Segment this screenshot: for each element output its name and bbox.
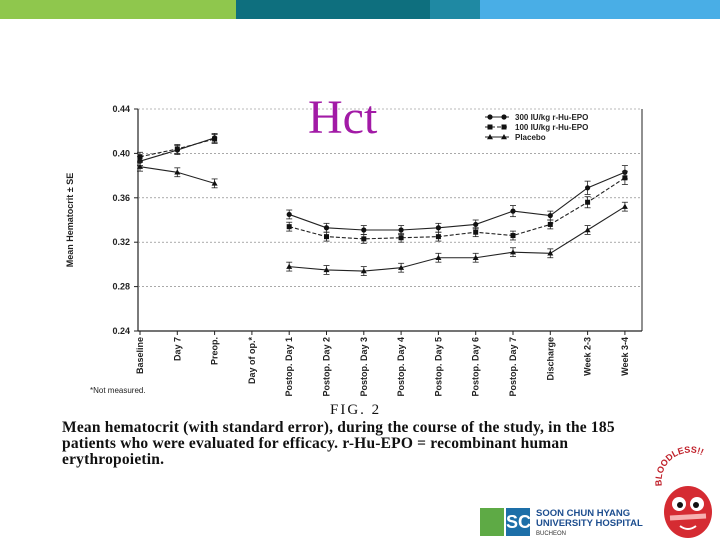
top-bar-segment-4	[480, 0, 720, 19]
caption-text: Mean hematocrit (with standard error), d…	[62, 419, 615, 468]
legend-marker-3	[487, 134, 493, 140]
y-axis-label: Mean Hematocrit ± SE	[65, 173, 75, 267]
x-tick-label: Day of op.*	[247, 337, 257, 385]
mascot-text: BLOODLESS!!	[653, 446, 705, 487]
data-point	[286, 211, 292, 218]
top-bar-segment-3	[430, 0, 480, 19]
hospital-logo: SCH SOON CHUN HYANG UNIVERSITY HOSPITAL …	[480, 508, 685, 539]
logo-line-1: SOON CHUN HYANG	[536, 508, 631, 519]
data-point	[398, 235, 404, 241]
series-line-1	[289, 171, 626, 231]
data-point	[435, 254, 442, 260]
x-tick-label: Postop. Day 4	[396, 337, 406, 397]
chart-footnote: *Not measured.	[90, 386, 146, 395]
data-point	[621, 203, 628, 209]
x-tick-label: Postop. Day 6	[471, 337, 481, 397]
data-point	[547, 250, 554, 256]
data-point	[137, 163, 143, 169]
bloodless-mascot-icon: BLOODLESS!!	[653, 446, 712, 538]
data-point	[510, 233, 516, 239]
x-tick-label: Postop. Day 2	[322, 337, 332, 397]
data-point	[585, 199, 591, 205]
y-tick-label: 0.28	[112, 282, 130, 292]
legend-marker-3	[501, 134, 507, 140]
figure-caption: Mean hematocrit (with standard error), d…	[62, 420, 652, 468]
data-point	[361, 227, 367, 233]
y-tick-label: 0.24	[112, 326, 130, 336]
data-point	[547, 212, 553, 219]
figure-label: FIG. 2	[330, 402, 382, 418]
data-point	[137, 154, 143, 160]
data-point	[510, 208, 516, 214]
legend-marker-2	[487, 124, 493, 130]
y-tick-label: 0.32	[112, 237, 130, 247]
logo-line-2: UNIVERSITY HOSPITAL	[536, 518, 643, 529]
legend-marker-1	[487, 114, 493, 120]
data-point	[360, 268, 367, 274]
data-point	[473, 221, 479, 228]
data-point	[510, 249, 516, 255]
data-point	[473, 229, 479, 235]
x-tick-label: Week 2-3	[583, 337, 593, 376]
data-point	[174, 169, 181, 175]
data-point	[286, 263, 293, 269]
x-tick-label: Day 7	[172, 337, 182, 361]
top-color-bar	[0, 0, 720, 19]
legend-entry-2: 100 IU/kg r-Hu-EPO	[515, 123, 588, 132]
y-tick-label: 0.40	[112, 148, 130, 158]
legend-marker-1	[501, 114, 507, 120]
svg-text:BLOODLESS!!: BLOODLESS!!	[653, 446, 705, 487]
data-point	[584, 226, 591, 233]
x-tick-label: Postop. Day 3	[359, 337, 369, 397]
top-bar-segment-2	[236, 0, 430, 19]
data-point	[435, 234, 441, 240]
slide-title: Hct	[308, 91, 378, 144]
logo-text: SOON CHUN HYANG UNIVERSITY HOSPITAL BUCH…	[536, 509, 643, 539]
data-point	[324, 234, 329, 240]
data-point	[323, 225, 330, 231]
logo-line-3: BUCHEON	[536, 531, 567, 537]
data-point	[398, 227, 404, 233]
data-point	[435, 225, 441, 231]
x-tick-label: Preop.	[210, 337, 220, 365]
top-bar-segment-1	[0, 0, 236, 19]
legend-entry-1: 300 IU/kg r-Hu-EPO	[515, 113, 588, 122]
data-point	[547, 221, 553, 227]
hematocrit-chart: 0.24 0.28 0.32 0.36 0.40 0.44 Mean Hematocrit …	[65, 104, 643, 397]
data-point	[361, 236, 367, 242]
data-point	[622, 175, 628, 181]
data-point	[211, 180, 218, 186]
data-point	[472, 254, 479, 260]
data-point	[585, 185, 591, 191]
y-tick-label: 0.36	[112, 193, 130, 203]
logo-green-square	[480, 508, 504, 536]
legend-entry-3: Placebo	[515, 133, 546, 142]
x-tick-label: Baseline	[135, 337, 145, 374]
x-tick-label: Postop. Day 1	[284, 337, 294, 397]
x-tick-label: Week 3-4	[620, 337, 630, 376]
data-point	[212, 136, 218, 142]
data-point	[174, 146, 180, 152]
series-line-2	[289, 177, 626, 240]
logo-mark: SCH	[506, 508, 544, 536]
data-point	[286, 224, 292, 230]
y-tick-label: 0.44	[112, 104, 130, 114]
legend-marker-2	[501, 124, 507, 130]
x-tick-label: Postop. Day 7	[508, 337, 518, 397]
data-point	[398, 264, 405, 270]
data-point	[323, 266, 330, 273]
series-line-3	[289, 206, 626, 272]
x-tick-label: Postop. Day 5	[433, 337, 443, 397]
x-tick-label: Discharge	[545, 337, 555, 381]
